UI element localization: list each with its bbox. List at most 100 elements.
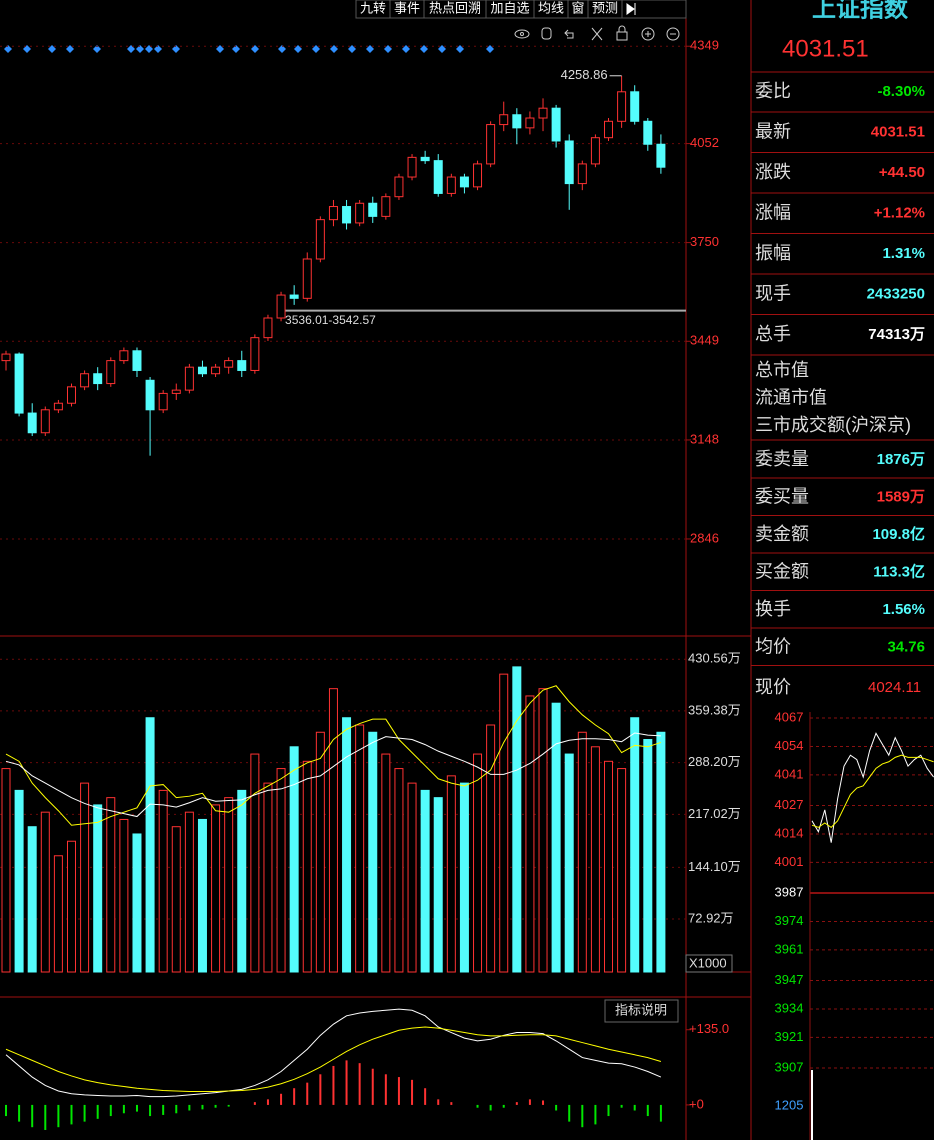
volume-bar [604, 760, 614, 973]
candle-body [394, 176, 404, 198]
candle-body [656, 143, 666, 168]
macd-line [5, 1008, 662, 1098]
collapse-icon[interactable] [626, 3, 636, 15]
candle-body [184, 366, 194, 391]
row-value: 1876万 [877, 451, 925, 468]
y-tick-label: 4001 [775, 854, 804, 869]
candle-body [486, 124, 496, 165]
tool-icons[interactable] [514, 25, 680, 41]
volume-bar [119, 818, 129, 973]
candle-body [224, 360, 234, 368]
indicator-button[interactable] [604, 999, 679, 1023]
y-tick-label: +0 [689, 1096, 704, 1111]
volume-bar [407, 782, 417, 973]
volume-bar [276, 768, 286, 973]
volume-bar [564, 753, 574, 973]
candle-body [289, 294, 299, 299]
signal-diamond [232, 45, 240, 53]
volume-bar [538, 688, 548, 973]
candle-body [40, 409, 50, 434]
signal-diamond [127, 45, 135, 53]
signal-diamond [4, 45, 12, 53]
candle-body [525, 117, 535, 129]
volume-bar [643, 739, 653, 973]
y-tick-label: 4052 [690, 135, 719, 150]
candle-body [276, 294, 286, 319]
volume-bar [171, 826, 181, 973]
unit-label: X1000 [689, 955, 727, 970]
signal-diamond [366, 45, 374, 53]
signal-row [4, 45, 494, 53]
volume-bar [211, 804, 221, 973]
y-tick-label: 4349 [690, 38, 719, 53]
volume-bar [577, 731, 587, 973]
row-label: 现手 [755, 283, 791, 303]
y-tick-label: 3449 [690, 333, 719, 348]
volume-bar [315, 731, 325, 973]
candle-body [473, 163, 483, 188]
y-tick-label: 4054 [775, 738, 804, 753]
candle-body [315, 219, 325, 260]
volume-bar [486, 724, 496, 973]
toolbar-label[interactable]: 窗 [571, 0, 584, 15]
y-tick-label: 72.92万 [688, 910, 734, 925]
y-tick-label: 3961 [775, 941, 804, 956]
volume-bar [499, 673, 509, 973]
volume-bar [355, 724, 365, 973]
toolbar: 九转 事件 热点回溯 加自选 均线窗预测 [355, 0, 687, 19]
row-value: 4031.51 [871, 123, 925, 140]
macd-line [5, 1026, 662, 1093]
toolbar-label[interactable]: 加自选 [490, 0, 529, 15]
toolbar-label[interactable]: 均线 [538, 0, 564, 15]
market-label: 流通市值 [755, 387, 827, 407]
row-label: 买金额 [755, 561, 809, 581]
candle-body [158, 392, 168, 411]
signal-diamond [278, 45, 286, 53]
signal-diamond [312, 45, 320, 53]
candle-body [132, 350, 142, 371]
indicator-button-label[interactable]: 指标说明 [615, 1002, 667, 1017]
row-label: 委买量 [755, 486, 809, 506]
volume-bar [289, 746, 299, 973]
volume-bar [224, 797, 234, 973]
candle-body [93, 373, 103, 385]
signal-diamond [251, 45, 259, 53]
row-label: 涨幅 [755, 202, 791, 222]
y-tick-label: 3987 [775, 884, 804, 899]
volume-bar [237, 789, 247, 973]
volume-bar [342, 717, 352, 973]
volume-bar [263, 782, 273, 973]
row-value: 1.31% [882, 245, 925, 262]
y-tick-label: 4027 [775, 797, 804, 812]
candle-body [119, 350, 129, 362]
toolbar-label[interactable]: 九转 [360, 0, 386, 15]
row-value: +44.50 [879, 164, 925, 181]
volume-tick-label: 1205 [775, 1097, 804, 1112]
range-label: 3536.01-3542.57 [285, 313, 376, 327]
candle-body [446, 176, 456, 194]
candle-body [237, 360, 247, 371]
volume-bar [446, 775, 456, 973]
volume-bar [302, 760, 312, 973]
candle-body [1, 353, 11, 362]
candle-body [211, 366, 221, 375]
candle-body [577, 163, 587, 185]
signal-diamond [48, 45, 56, 53]
toolbar-label[interactable]: 事件 [394, 0, 420, 15]
signal-diamond [456, 45, 464, 53]
candle-body [171, 389, 181, 394]
row-label: 委比 [755, 81, 791, 101]
toolbar-button[interactable] [621, 0, 687, 19]
candle-body [14, 353, 24, 414]
candle-body [302, 258, 312, 299]
y-tick-label: 3148 [690, 431, 719, 446]
signal-diamond [136, 45, 144, 53]
volume-bar [512, 666, 522, 973]
candle-body [250, 337, 260, 371]
toolbar-label[interactable]: 预测 [592, 0, 618, 15]
row-label: 总手 [755, 324, 791, 344]
toolbar-label[interactable]: 热点回溯 [429, 0, 481, 15]
y-tick-label: 217.02万 [688, 806, 741, 821]
row-label: 委卖量 [755, 449, 809, 469]
